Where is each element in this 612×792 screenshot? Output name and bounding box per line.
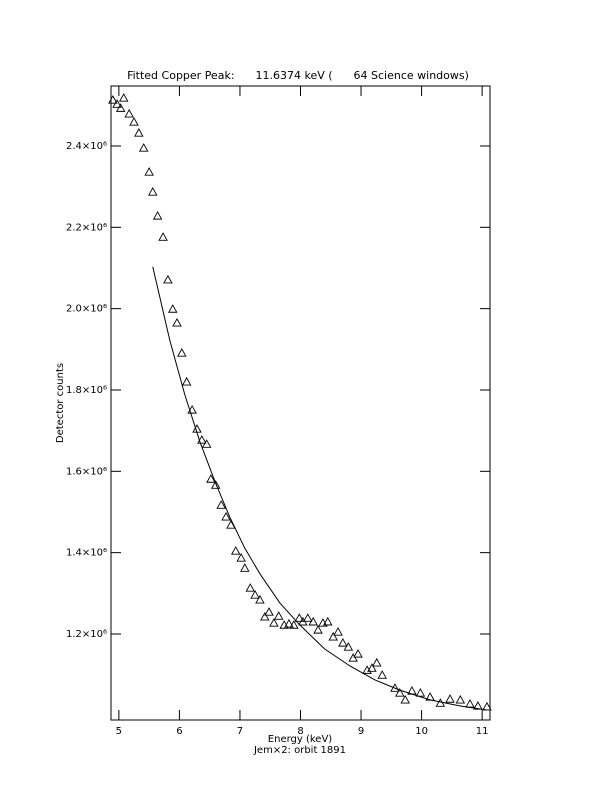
data-point <box>284 618 294 628</box>
y-tick-label: 1.8×10⁶ <box>66 385 107 396</box>
data-point <box>260 611 270 621</box>
data-point <box>138 143 149 152</box>
x-tick-label: 10 <box>415 726 428 737</box>
x-tick-label: 9 <box>358 726 364 737</box>
fit-line <box>152 266 488 711</box>
x-tick-label: 7 <box>237 726 243 737</box>
data-point <box>210 480 221 489</box>
data-point <box>264 607 274 616</box>
data-point <box>230 546 241 555</box>
data-point <box>124 108 134 118</box>
data-point <box>181 376 192 386</box>
data-point <box>313 624 323 634</box>
data-point <box>348 653 358 662</box>
data-point <box>372 657 382 667</box>
data-point <box>177 348 187 357</box>
data-point <box>152 211 163 220</box>
data-point <box>158 232 168 241</box>
data-point <box>245 583 256 592</box>
chart-title: Fitted Copper Peak: 11.6374 keV ( 64 Sci… <box>127 69 469 82</box>
data-point <box>206 474 216 483</box>
y-tick-label: 2.0×10⁶ <box>66 304 107 315</box>
data-point <box>167 304 178 313</box>
data-point <box>129 117 139 126</box>
data-point <box>197 435 207 444</box>
data-point <box>415 688 426 697</box>
data-point <box>250 590 260 599</box>
data-point <box>289 620 299 629</box>
data-point <box>240 563 250 572</box>
data-point <box>216 500 226 509</box>
data-point <box>187 404 197 414</box>
y-tick-label: 1.4×10⁶ <box>66 548 107 559</box>
data-point <box>172 317 182 327</box>
data-point <box>294 613 305 622</box>
data-point <box>112 99 122 108</box>
data-point <box>144 167 154 176</box>
data-point <box>221 511 231 521</box>
data-point <box>108 95 118 104</box>
x-tick-label: 5 <box>116 726 122 737</box>
data-point <box>473 701 483 710</box>
data-point <box>273 611 284 620</box>
data-point <box>343 642 354 651</box>
data-point <box>395 688 405 697</box>
data-point <box>353 648 363 658</box>
data-point <box>115 103 126 112</box>
x-axis-label: Energy (keV) <box>268 734 333 745</box>
data-point <box>445 694 455 703</box>
data-point <box>236 553 246 562</box>
data-point <box>328 631 338 641</box>
data-point <box>163 274 173 284</box>
data-point <box>377 670 387 679</box>
data-point <box>269 618 279 627</box>
data-point <box>134 128 144 137</box>
data-point <box>338 638 348 647</box>
data-point <box>303 613 313 622</box>
data-point <box>322 616 333 626</box>
data-point <box>201 439 212 448</box>
y-axis-label: Detector counts <box>55 363 66 443</box>
data-point <box>255 594 265 604</box>
data-point <box>400 694 411 704</box>
data-point <box>148 187 158 196</box>
data-point <box>455 694 466 704</box>
x-tick-label: 11 <box>476 726 489 737</box>
y-tick-label: 1.6×10⁶ <box>66 466 107 477</box>
y-tick-label: 2.2×10⁶ <box>66 222 107 233</box>
data-point <box>333 627 343 636</box>
subtitle: Jem×2: orbit 1891 <box>253 745 346 756</box>
data-point <box>367 663 377 672</box>
x-tick-label: 8 <box>297 726 303 737</box>
x-tick-label: 6 <box>176 726 182 737</box>
data-point <box>308 616 318 626</box>
y-tick-label: 1.2×10⁶ <box>66 629 107 640</box>
data-point <box>118 93 129 102</box>
y-tick-label: 2.4×10⁶ <box>66 141 107 152</box>
